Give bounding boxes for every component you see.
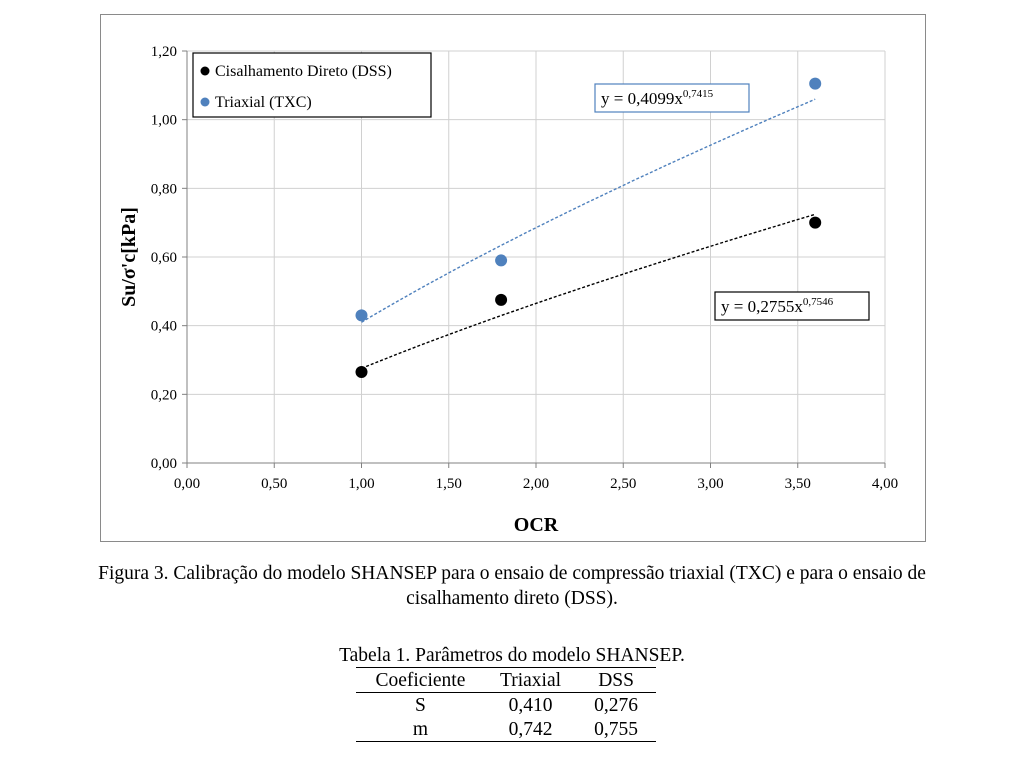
x-tick-label: 3,50 xyxy=(785,476,811,492)
legend-label: Triaxial (TXC) xyxy=(215,94,312,111)
data-point xyxy=(495,254,508,267)
y-tick-label: 1,20 xyxy=(151,44,177,60)
x-tick-label: 0,50 xyxy=(261,476,287,492)
trendline-equation: y = 0,2755x0,7546 xyxy=(721,296,834,316)
header-dss: DSS xyxy=(598,670,634,691)
legend-box xyxy=(192,52,432,118)
equation-box xyxy=(714,291,870,321)
table-row: m 0,742 0,755 xyxy=(356,717,656,742)
x-tick-label: 3,00 xyxy=(697,476,723,492)
table-header-row: Coeficiente Triaxial DSS xyxy=(356,667,656,693)
y-tick-label: 0,20 xyxy=(151,387,177,403)
data-point xyxy=(355,309,368,322)
trendline xyxy=(361,213,816,370)
legend-marker xyxy=(200,97,210,107)
data-point xyxy=(495,293,508,306)
parameters-table: Coeficiente Triaxial DSS S 0,410 0,276 m… xyxy=(356,667,656,742)
legend-marker xyxy=(200,66,210,76)
cell-dss: 0,276 xyxy=(594,695,639,716)
x-axis-title: OCR xyxy=(514,514,559,536)
x-tick-label: 1,50 xyxy=(436,476,462,492)
figure-caption-line-2: cisalhamento direto (DSS). xyxy=(406,588,618,609)
y-tick-label: 1,00 xyxy=(151,113,177,129)
data-point xyxy=(355,366,368,379)
table-row: S 0,410 0,276 xyxy=(356,693,656,718)
y-tick-label: 0,40 xyxy=(151,319,177,335)
y-tick-label: 0,00 xyxy=(151,456,177,472)
header-coeficiente: Coeficiente xyxy=(375,670,466,691)
equation-box xyxy=(594,83,750,113)
y-tick-label: 0,80 xyxy=(151,181,177,197)
cell-coefficient: m xyxy=(412,719,428,740)
data-point xyxy=(809,77,822,90)
x-tick-label: 0,00 xyxy=(174,476,200,492)
cell-coefficient: S xyxy=(414,695,426,716)
figure-caption-line-1: Figura 3. Calibração do modelo SHANSEP p… xyxy=(98,563,926,584)
chart-area: 0,00 0,50 1,00 1,50 2,00 2,50 3,00 3,50 4,00 0,00… xyxy=(100,14,926,542)
trendline xyxy=(361,98,816,323)
x-tick-label: 2,00 xyxy=(523,476,549,492)
y-axis-title: Su/σ'c[kPa] xyxy=(118,207,140,307)
x-tick-label: 2,50 xyxy=(610,476,636,492)
legend-label: Cisalhamento Direto (DSS) xyxy=(215,63,392,80)
x-tick-label: 4,00 xyxy=(872,476,898,492)
data-point xyxy=(809,216,822,229)
scatter-chart: 0,00 0,50 1,00 1,50 2,00 2,50 3,00 3,50 4,00 0,00… xyxy=(118,44,898,536)
cell-triaxial: 0,410 xyxy=(508,695,553,716)
cell-triaxial: 0,742 xyxy=(508,719,553,740)
table-caption: Tabela 1. Parâmetros do modelo SHANSEP. xyxy=(339,645,685,666)
cell-dss: 0,755 xyxy=(594,719,639,740)
trendline-equation: y = 0,4099x0,7415 xyxy=(601,88,714,108)
header-triaxial: Triaxial xyxy=(500,670,562,691)
y-tick-label: 0,60 xyxy=(151,250,177,266)
x-tick-label: 1,00 xyxy=(348,476,374,492)
